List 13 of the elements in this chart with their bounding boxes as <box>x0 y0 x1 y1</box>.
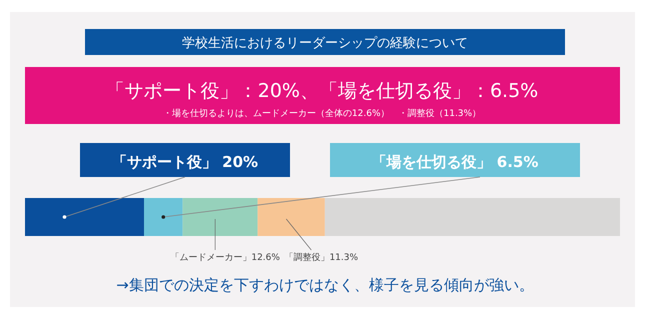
bar <box>182 198 258 236</box>
text: ・場を仕切るよりは、ムードメーカー（全体の12.6%） ・調整役（11.3%） <box>162 108 482 119</box>
bar <box>324 198 620 236</box>
bar <box>144 198 183 236</box>
chart-title: 学校生活におけるリーダーシップの経験について <box>182 36 468 51</box>
data-label: 「サポート役」 20% <box>112 153 258 171</box>
data-label: 「場を仕切る役」 6.5% <box>372 153 538 171</box>
data-label: 「調整役」11.3% <box>284 252 359 263</box>
chart-subtitle: 「サポート役」：20%、「場を仕切る役」：6.5% <box>106 80 538 102</box>
bar <box>25 198 144 236</box>
data-label: 「ムードメーカー」12.6% <box>170 252 280 263</box>
text: →集団での決定を下すわけではなく、様子を見る傾向が強い。 <box>116 276 534 294</box>
bar <box>258 198 325 236</box>
